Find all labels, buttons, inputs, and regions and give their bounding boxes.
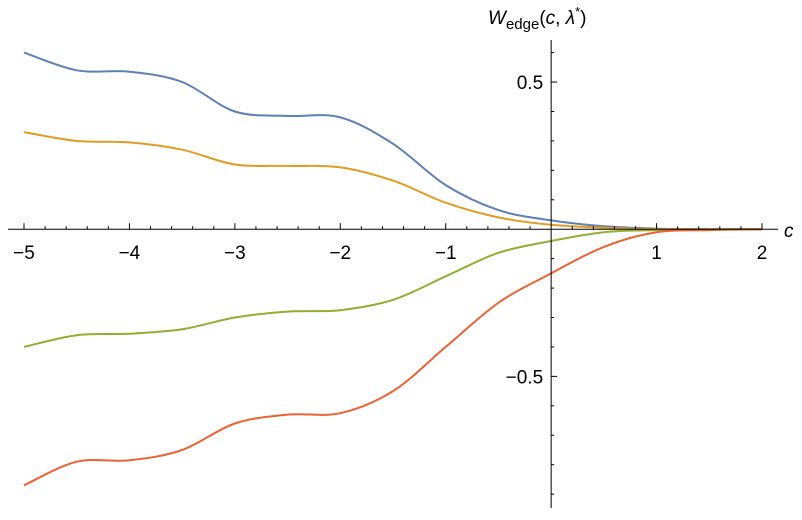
y-label-main: W xyxy=(488,8,508,29)
y-label-sup: * xyxy=(575,4,580,19)
series-line-4 xyxy=(23,228,763,487)
x-tick-label: 1 xyxy=(651,243,662,264)
x-tick-label: −5 xyxy=(13,243,35,264)
y-label-arg1: c xyxy=(546,8,556,29)
y-label-sep: , xyxy=(555,8,566,29)
series-line-3 xyxy=(23,228,763,348)
x-tick-label: −2 xyxy=(329,243,351,264)
series-line-2 xyxy=(23,131,763,231)
x-tick-label: −1 xyxy=(435,243,457,264)
x-tick-label: −4 xyxy=(119,243,141,264)
series-layer xyxy=(23,51,763,487)
y-label-subscript: edge xyxy=(506,16,539,33)
y-label-open: ( xyxy=(539,8,546,29)
y-tick-label: −0.5 xyxy=(506,367,544,388)
ticks-layer: −5 −4 −3 −2 −1 1 2 0.5 −0.5 xyxy=(13,52,768,495)
axes-layer xyxy=(8,40,778,508)
x-axis-label: c xyxy=(784,221,794,242)
y-axis-label: Wedge(c, λ*) xyxy=(488,4,586,33)
y-label-arg2: λ xyxy=(565,8,575,29)
series-line-1 xyxy=(23,51,763,231)
y-label-close: ) xyxy=(580,8,586,29)
y-tick-label: 0.5 xyxy=(517,73,543,94)
x-tick-label: 2 xyxy=(757,243,768,264)
x-tick-label: −3 xyxy=(224,243,246,264)
